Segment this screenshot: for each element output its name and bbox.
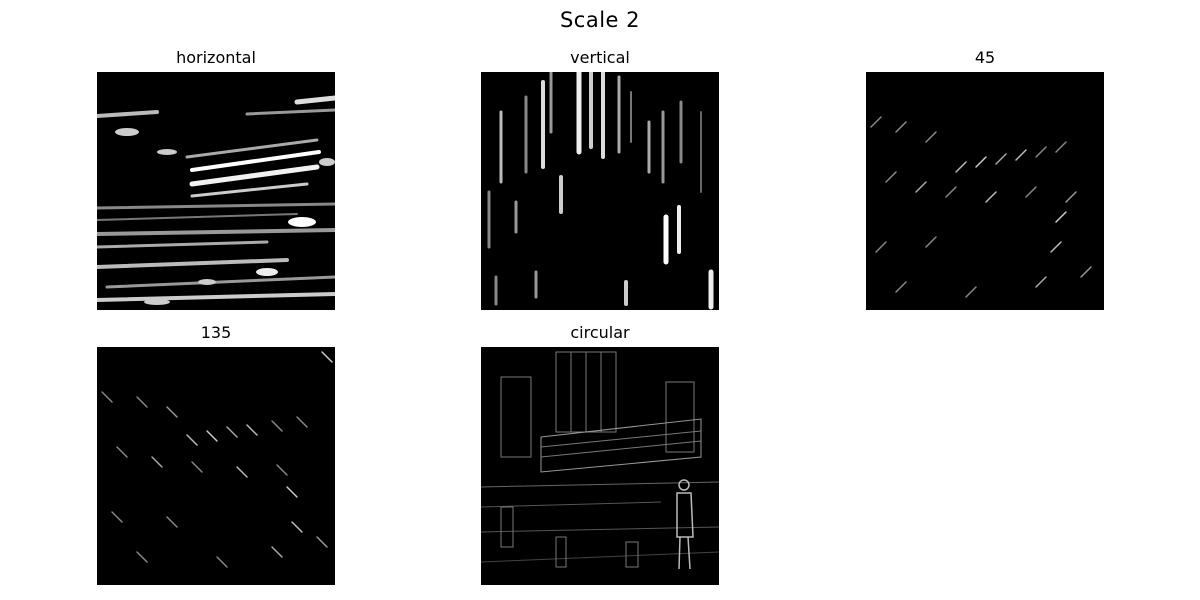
vertical-response-image: [481, 72, 719, 310]
panel-title: vertical: [570, 48, 630, 67]
diagonal-135-response-svg: [97, 347, 335, 585]
panel-title: horizontal: [176, 48, 256, 67]
panel-title: 45: [974, 48, 996, 67]
figure-title: Scale 2: [559, 8, 641, 32]
diagonal-135-response-image: [97, 347, 335, 585]
horizontal-response-image: [97, 72, 335, 310]
circular-response-image: [481, 347, 719, 585]
horizontal-response-svg: [97, 72, 335, 310]
diagonal-45-response-image: [866, 72, 1104, 310]
vertical-response-svg: [481, 72, 719, 310]
panel-title: circular: [570, 323, 630, 342]
circular-response-svg: [481, 347, 719, 585]
panel-title: 135: [200, 323, 232, 342]
diagonal-45-response-svg: [866, 72, 1104, 310]
